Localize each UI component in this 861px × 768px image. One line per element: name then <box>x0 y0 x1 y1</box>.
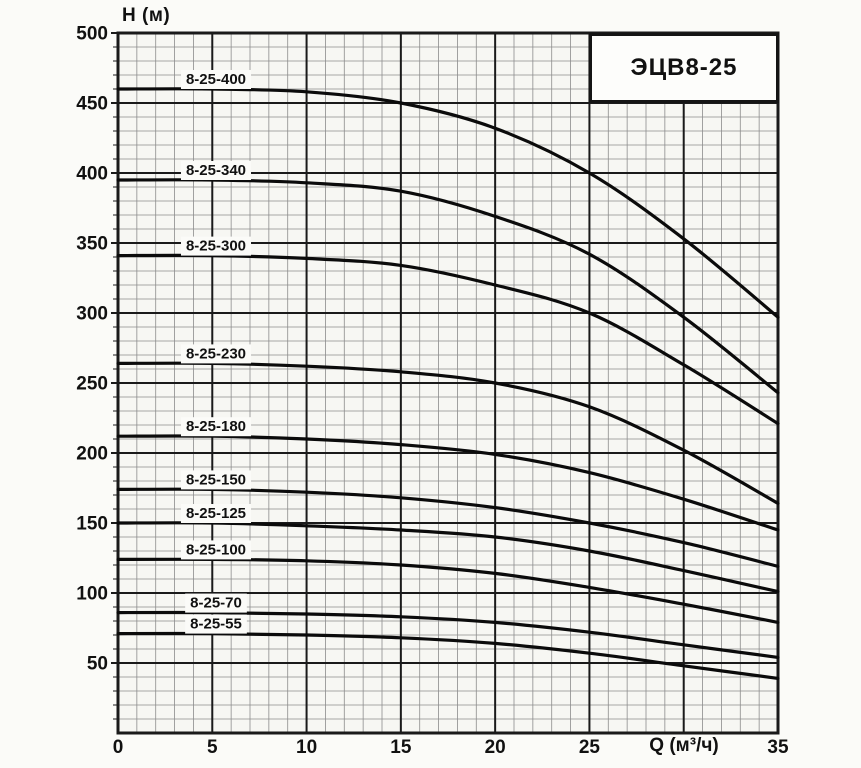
curve-label-patch <box>180 70 252 89</box>
y-tick-label: 250 <box>76 374 108 395</box>
y-tick-label: 400 <box>76 164 108 185</box>
curve-8-25-340 <box>116 178 780 395</box>
curve-label-8-25-180: 8-25-180 <box>180 417 252 437</box>
curve-label-text: 8-25-400 <box>186 71 246 88</box>
x-tick-label: 25 <box>579 737 601 758</box>
curve-label-patch <box>180 540 252 560</box>
curve-8-25-70 <box>116 610 780 659</box>
y-tick-label: 350 <box>76 234 108 255</box>
y-tick-label: 50 <box>87 654 108 675</box>
y-tick-label: 450 <box>76 94 108 115</box>
curve-label-text: 8-25-300 <box>186 238 246 255</box>
curve-8-25-230 <box>116 361 780 505</box>
curve-label-text: 8-25-100 <box>186 541 246 558</box>
curve-label-patch <box>185 614 247 634</box>
x-tick-label: 5 <box>207 737 218 758</box>
y-tick-label: 100 <box>76 584 108 605</box>
curve-8-25-55 <box>116 631 780 680</box>
curve-label-8-25-100: 8-25-100 <box>180 540 252 560</box>
curve-label-8-25-125: 8-25-125 <box>180 504 252 523</box>
curve-label-text: 8-25-150 <box>186 471 246 488</box>
curve-label-patch <box>180 161 252 180</box>
plot-border <box>116 31 780 735</box>
curve-8-25-180 <box>116 434 780 532</box>
curve-label-8-25-340: 8-25-340 <box>180 161 252 180</box>
curve-label-8-25-300: 8-25-300 <box>180 236 252 256</box>
curve-label-8-25-230: 8-25-230 <box>180 344 252 364</box>
x-tick-label: 15 <box>390 737 412 758</box>
curve-label-8-25-70: 8-25-70 <box>185 593 247 613</box>
x-tick-label: 0 <box>113 737 124 758</box>
curve-label-text: 8-25-55 <box>190 616 242 633</box>
curve-8-25-125 <box>116 521 780 594</box>
y-axis-title: H (м) <box>122 5 171 26</box>
curve-label-8-25-400: 8-25-400 <box>180 70 252 89</box>
curve-label-patch <box>180 417 252 437</box>
curve-label-text: 8-25-70 <box>190 595 242 612</box>
curve-8-25-100 <box>116 557 780 624</box>
x-tick-label: 20 <box>485 737 506 758</box>
curve-label-patch <box>180 236 252 256</box>
curve-label-text: 8-25-125 <box>186 505 246 522</box>
curve-8-25-300 <box>116 253 780 426</box>
x-tick-label: 10 <box>296 737 317 758</box>
curve-8-25-150 <box>116 487 780 568</box>
x-tick-label: 35 <box>767 737 789 758</box>
curve-label-8-25-150: 8-25-150 <box>180 470 252 490</box>
curve-label-text: 8-25-340 <box>186 162 246 179</box>
curve-label-text: 8-25-180 <box>186 418 246 435</box>
curve-label-patch <box>180 344 252 364</box>
curve-label-8-25-55: 8-25-55 <box>185 614 247 634</box>
y-tick-label: 500 <box>76 24 108 45</box>
curve-label-text: 8-25-230 <box>186 345 246 362</box>
y-tick-labels: 50 100 150 200 250 300 350 400 450 500 <box>76 24 108 675</box>
curve-label-patch <box>185 593 247 613</box>
y-tick-label: 300 <box>76 304 108 325</box>
curve-label-patch <box>180 504 252 523</box>
y-tick-label: 150 <box>76 514 108 535</box>
x-axis-title: Q (м³/ч) <box>649 735 719 756</box>
chart-title: ЭЦВ8-25 <box>589 33 779 103</box>
y-tick-label: 200 <box>76 444 108 465</box>
curve-label-patch <box>180 470 252 490</box>
x-tick-labels: 0 5 10 15 20 25 35 <box>113 737 789 758</box>
curve-8-25-400 <box>116 87 780 319</box>
